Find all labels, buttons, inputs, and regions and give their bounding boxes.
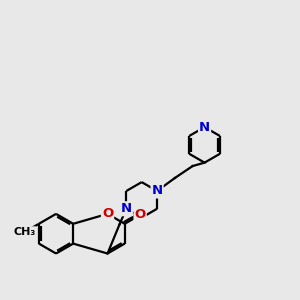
Text: O: O bbox=[134, 208, 146, 221]
Text: N: N bbox=[121, 202, 132, 215]
Text: N: N bbox=[199, 121, 210, 134]
Text: CH₃: CH₃ bbox=[13, 227, 35, 237]
Text: N: N bbox=[152, 184, 163, 197]
Text: O: O bbox=[102, 207, 113, 220]
